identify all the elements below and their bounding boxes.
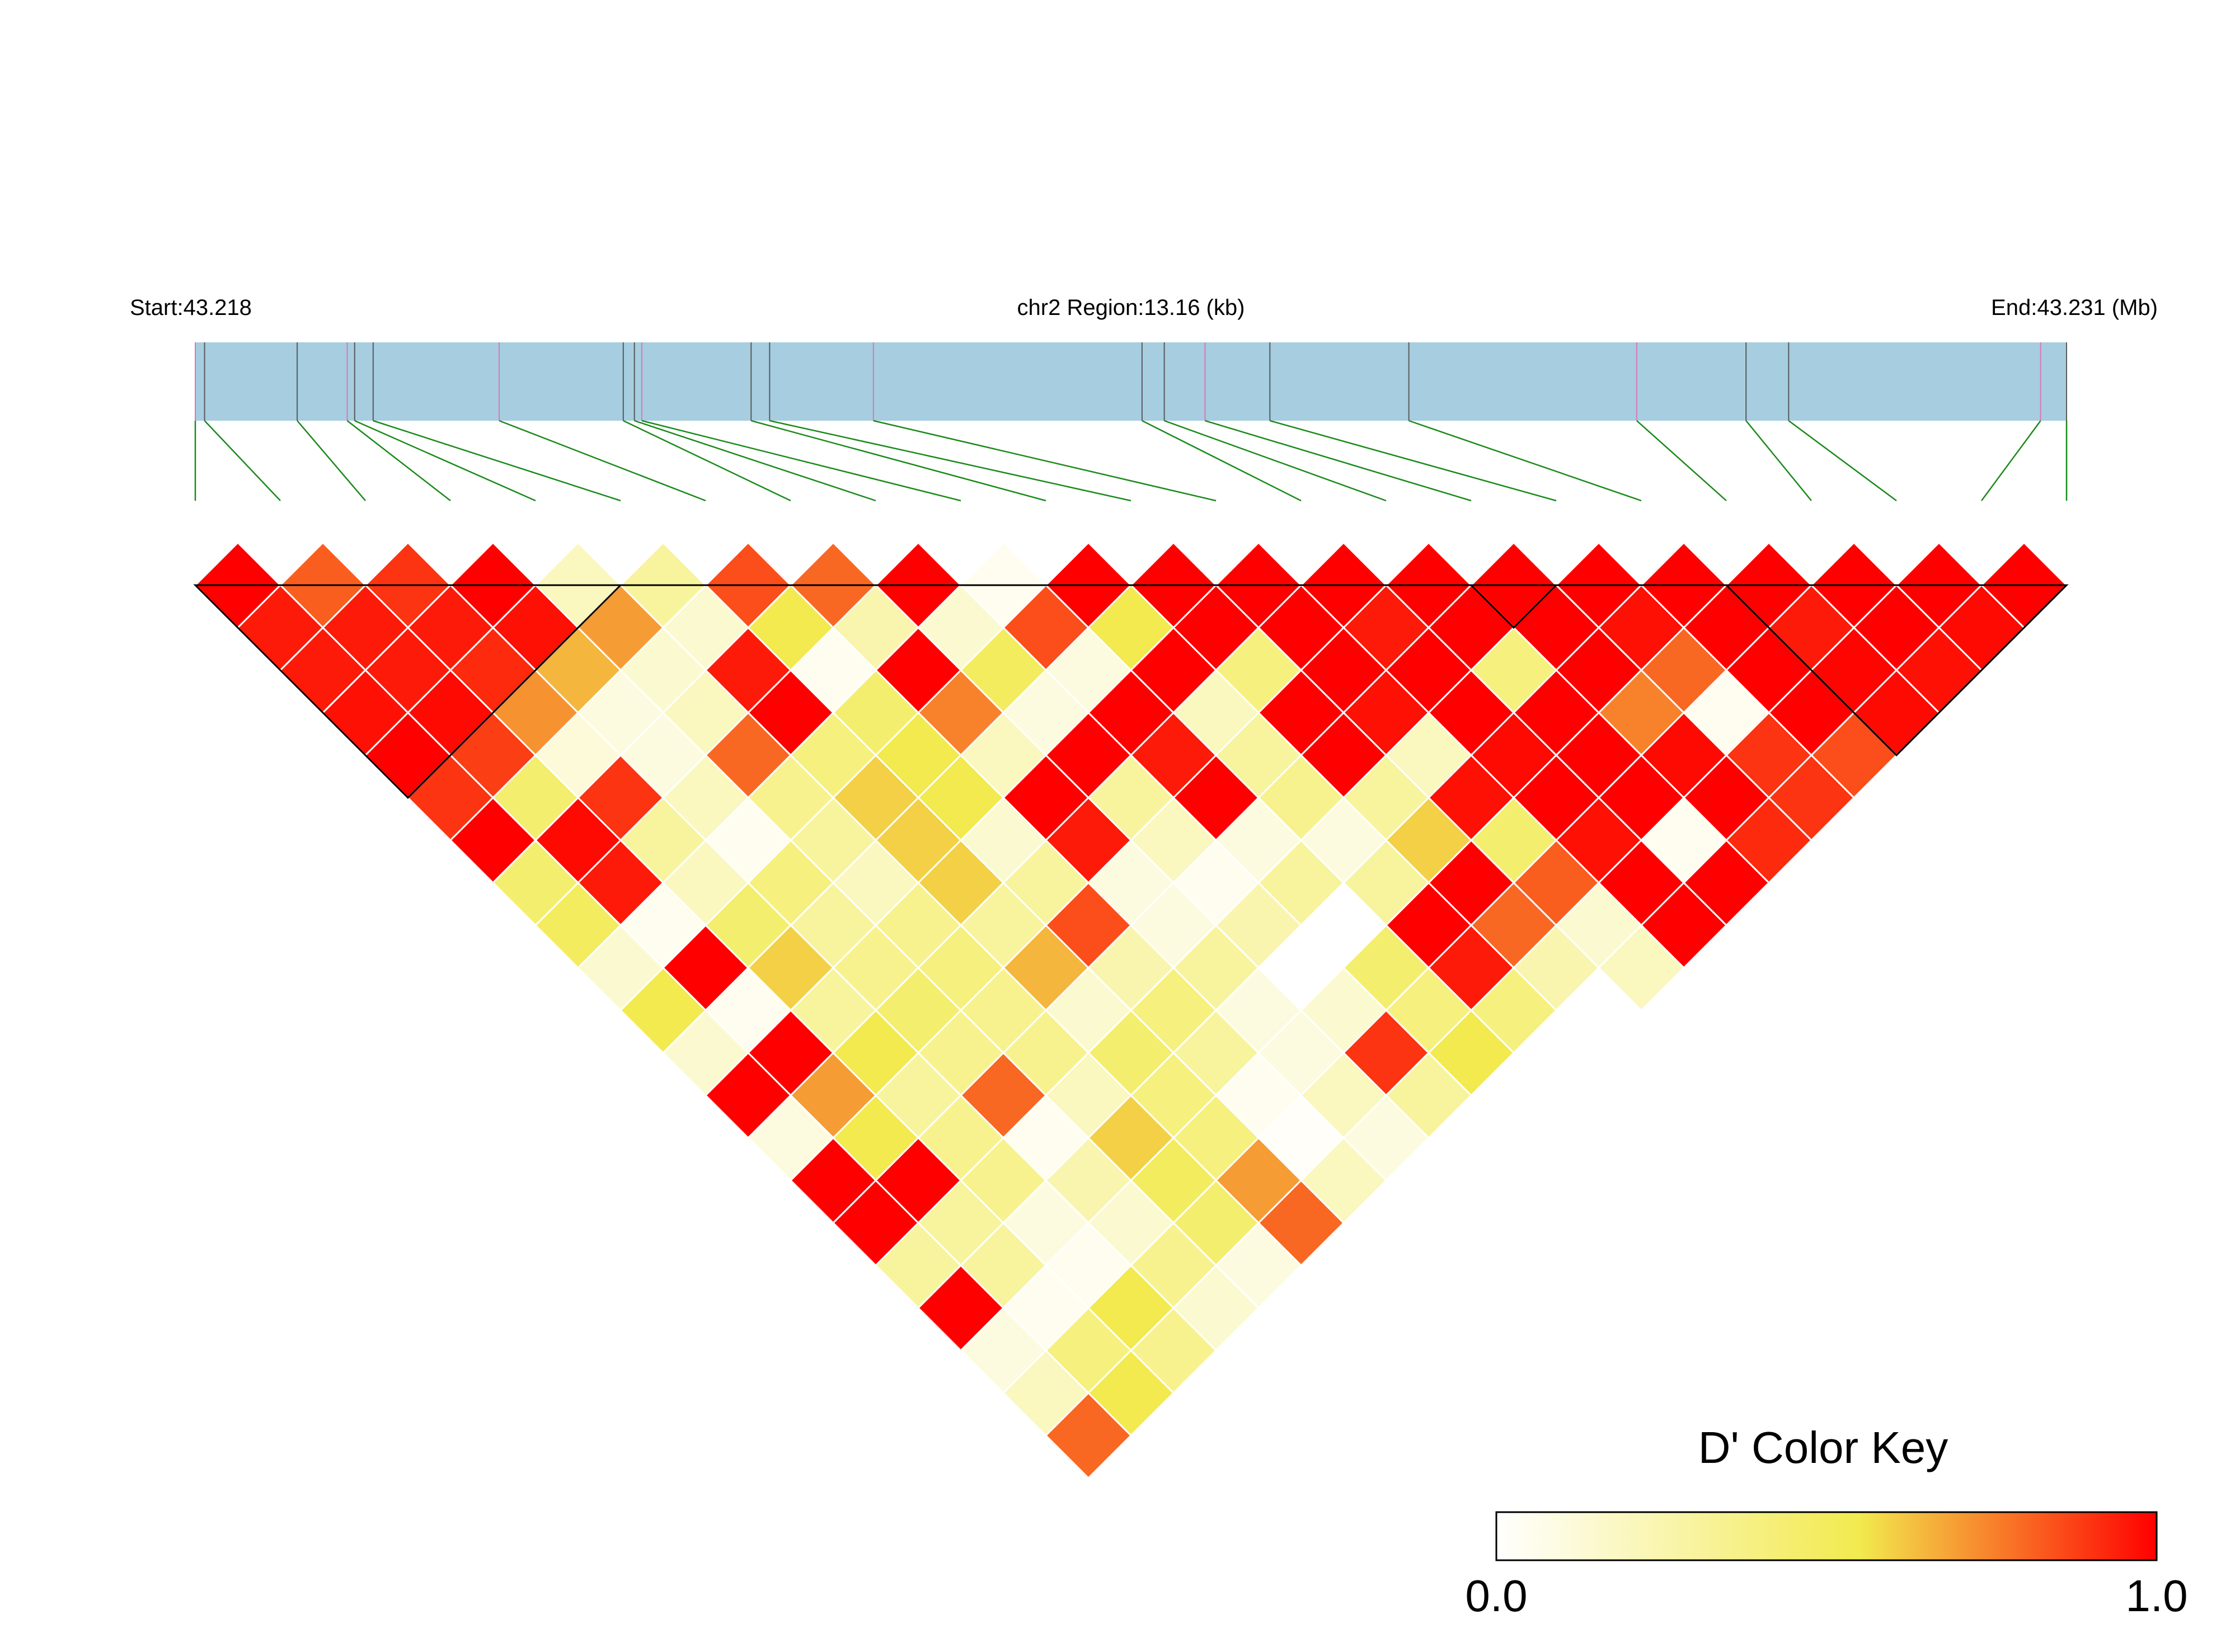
color-key-max-label: 1.0: [2125, 1571, 2187, 1621]
ld-block-outline: [1469, 584, 1558, 629]
chromosome-region-bar: [195, 342, 2067, 421]
snp-connector: [1788, 420, 1897, 502]
snp-connector: [1142, 420, 1302, 502]
start-label: Start:43.218: [130, 295, 252, 320]
snp-connector: [1745, 420, 1812, 501]
ld-heatmap-cells: [194, 541, 2068, 1480]
snp-connector: [1269, 420, 1557, 502]
snp-connector: [634, 420, 876, 502]
snp-connector: [641, 420, 961, 502]
snp-connector: [499, 420, 706, 502]
color-key-gradient: [1495, 1511, 2158, 1561]
snp-connector: [873, 420, 1217, 502]
snp-connector: [373, 420, 621, 502]
ld-block-outlines: [193, 584, 2069, 799]
snp-connector: [623, 420, 791, 502]
snp-position-ticks: [195, 342, 2067, 421]
ld-block-outline: [193, 584, 623, 799]
snp-connector-lines: [194, 420, 2068, 502]
snp-connector: [297, 420, 366, 501]
snp-connector: [1205, 420, 1472, 502]
snp-connector: [1636, 420, 1727, 501]
region-label: chr2 Region:13.16 (kb): [1017, 295, 1245, 320]
ld-cell: [1044, 1391, 1133, 1480]
snp-connector: [1980, 420, 2041, 501]
snp-connector: [1408, 420, 1642, 502]
snp-connector: [750, 420, 1046, 502]
snp-connector: [204, 420, 281, 501]
snp-connector: [354, 420, 536, 502]
end-label: End:43.231 (Mb): [1991, 295, 2158, 320]
color-key-min-label: 0.0: [1465, 1571, 1527, 1621]
ld-cell: [1597, 924, 1685, 1012]
snp-connector: [1164, 420, 1387, 502]
snp-connector: [346, 420, 451, 501]
snp-connector: [769, 420, 1131, 502]
ld-block-outline: [1724, 584, 2069, 757]
color-key-title: D' Color Key: [1698, 1423, 1948, 1472]
